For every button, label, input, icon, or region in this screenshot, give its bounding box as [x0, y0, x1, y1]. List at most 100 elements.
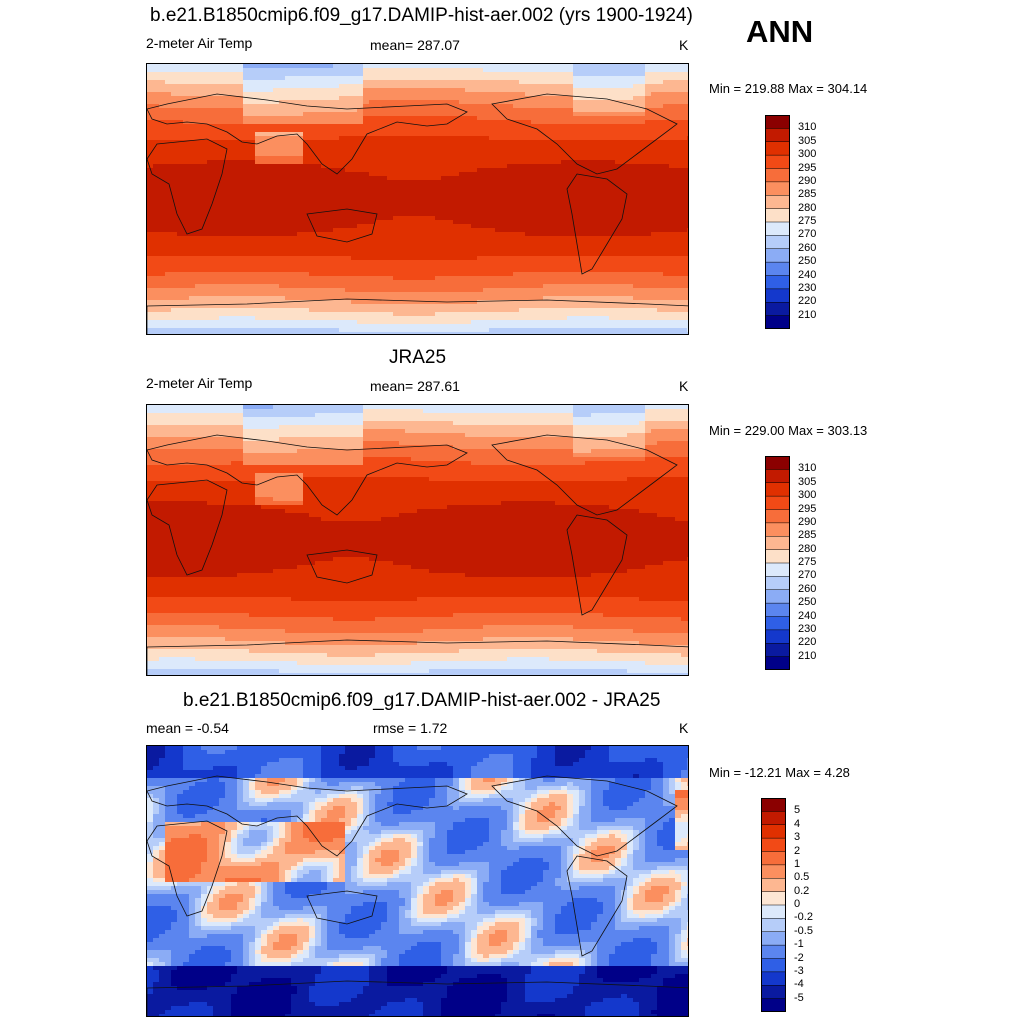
map-cell — [513, 164, 520, 169]
map-cell — [639, 84, 646, 89]
map-cell — [585, 220, 592, 225]
map-cell — [465, 156, 472, 161]
map-cell — [543, 276, 550, 281]
map-cell — [165, 224, 172, 229]
map-cell — [231, 180, 238, 185]
map-cell — [309, 196, 316, 201]
map-cell — [465, 236, 472, 241]
map-cell — [489, 160, 496, 165]
map-cell — [555, 240, 562, 245]
map-cell — [225, 136, 232, 141]
map-cell — [291, 96, 298, 101]
map-cell — [363, 152, 370, 157]
map-cell — [333, 68, 340, 73]
map-cell — [519, 140, 526, 145]
map-cell — [633, 128, 640, 133]
map-cell — [429, 272, 436, 277]
map-cell — [573, 276, 580, 281]
map-cell — [417, 168, 424, 173]
map-cell — [273, 148, 280, 153]
map-cell — [645, 196, 652, 201]
map-cell — [663, 92, 670, 97]
map-cell — [513, 100, 520, 105]
map-cell — [375, 140, 382, 145]
map-cell — [423, 280, 430, 285]
map-cell — [507, 92, 514, 97]
map-cell — [603, 168, 610, 173]
map-cell — [399, 272, 406, 277]
map-cell — [321, 136, 328, 141]
map-cell — [519, 136, 526, 141]
map-cell — [513, 228, 520, 233]
map-cell — [591, 160, 598, 165]
map-cell — [255, 172, 262, 177]
map-cell — [405, 280, 412, 285]
map-cell — [297, 72, 304, 77]
map-cell — [393, 168, 400, 173]
map-cell — [363, 112, 370, 117]
map-cell — [315, 100, 322, 105]
map-cell — [657, 68, 664, 73]
map-cell — [405, 116, 412, 121]
map-cell — [201, 220, 208, 225]
map-cell — [315, 152, 322, 157]
map-cell — [159, 108, 166, 113]
map-cell — [645, 252, 652, 257]
map-cell — [597, 140, 604, 145]
map-cell — [651, 80, 658, 85]
map-cell — [261, 228, 268, 233]
map-cell — [159, 224, 166, 229]
map-cell — [519, 260, 526, 265]
map-cell — [471, 176, 478, 181]
map-cell — [375, 268, 382, 273]
map-cell — [357, 164, 364, 169]
map-cell — [333, 224, 340, 229]
map-cell — [339, 64, 346, 69]
map-cell — [687, 276, 688, 281]
map-cell — [291, 280, 298, 285]
map-cell — [453, 64, 460, 69]
map-cell — [621, 120, 628, 125]
map-cell — [417, 196, 424, 201]
map-cell — [249, 280, 256, 285]
map-cell — [651, 112, 658, 117]
map-cell — [279, 120, 286, 125]
map-cell — [381, 148, 388, 153]
map-cell — [351, 68, 358, 73]
map-cell — [339, 228, 346, 233]
map-cell — [249, 240, 256, 245]
map-cell — [477, 280, 484, 285]
map-cell — [489, 268, 496, 273]
map-cell — [153, 120, 160, 125]
map-cell — [531, 184, 538, 189]
map-cell — [621, 148, 628, 153]
map-cell — [315, 140, 322, 145]
map-cell — [477, 136, 484, 141]
map-cell — [597, 100, 604, 105]
map-cell — [147, 100, 154, 105]
map-cell — [237, 132, 244, 137]
map-cell — [501, 128, 508, 133]
map-cell — [609, 128, 616, 133]
map-cell — [627, 256, 634, 261]
map-cell — [411, 276, 418, 281]
map-cell — [381, 208, 388, 213]
map-cell — [435, 260, 442, 265]
map-cell — [399, 64, 406, 69]
map-cell — [339, 268, 346, 273]
map-cell — [381, 108, 388, 113]
map-cell — [303, 88, 310, 93]
map-cell — [423, 232, 430, 237]
map-cell — [645, 164, 652, 169]
map-cell — [153, 172, 160, 177]
map-cell — [171, 236, 178, 241]
map-cell — [573, 192, 580, 197]
map-cell — [573, 152, 580, 157]
map-cell — [273, 128, 280, 133]
map-cell — [357, 108, 364, 113]
map-cell — [651, 228, 658, 233]
map-cell — [471, 84, 478, 89]
map-cell — [537, 248, 544, 253]
map-cell — [573, 252, 580, 257]
map-cell — [591, 272, 598, 277]
